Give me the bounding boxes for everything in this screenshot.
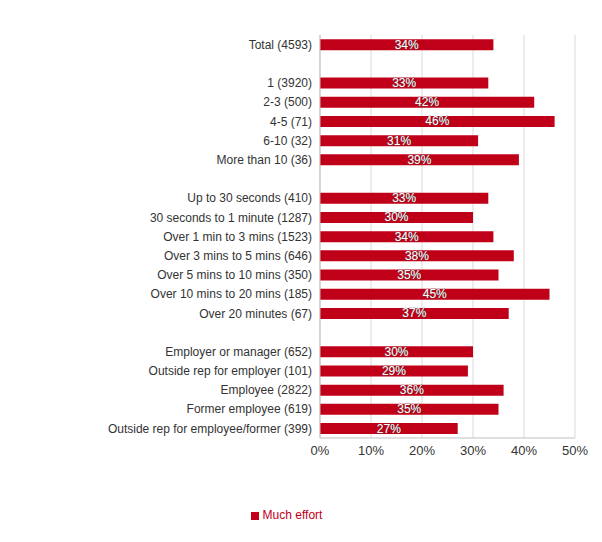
svg-text:Former employee (619): Former employee (619) (187, 402, 312, 416)
svg-text:Employer or manager (652): Employer or manager (652) (165, 345, 312, 359)
svg-text:33%: 33% (392, 76, 416, 90)
svg-text:Over 3 mins to 5 mins (646): Over 3 mins to 5 mins (646) (164, 249, 312, 263)
svg-text:27%: 27% (377, 422, 401, 436)
svg-text:35%: 35% (397, 268, 421, 282)
svg-text:20%: 20% (409, 443, 435, 458)
svg-text:45%: 45% (423, 287, 447, 301)
svg-text:More than 10 (36): More than 10 (36) (217, 153, 312, 167)
svg-text:50%: 50% (562, 443, 588, 458)
svg-text:Over 20 minutes (67): Over 20 minutes (67) (199, 307, 312, 321)
svg-text:34%: 34% (395, 230, 419, 244)
svg-text:1 (3920): 1 (3920) (267, 76, 312, 90)
svg-text:Over 1 min to 3 mins (1523): Over 1 min to 3 mins (1523) (163, 230, 312, 244)
svg-text:6-10 (32): 6-10 (32) (263, 134, 312, 148)
svg-text:0%: 0% (311, 443, 330, 458)
svg-text:10%: 10% (358, 443, 384, 458)
svg-text:30%: 30% (460, 443, 486, 458)
svg-text:4-5 (71): 4-5 (71) (270, 115, 312, 129)
svg-text:36%: 36% (400, 383, 424, 397)
svg-text:29%: 29% (382, 364, 406, 378)
svg-text:46%: 46% (425, 114, 449, 128)
svg-text:39%: 39% (407, 153, 431, 167)
svg-text:33%: 33% (392, 191, 416, 205)
svg-text:Outside rep for employer (101): Outside rep for employer (101) (149, 364, 312, 378)
svg-text:35%: 35% (397, 402, 421, 416)
svg-text:30%: 30% (384, 345, 408, 359)
svg-text:Over 5 mins to 10 mins (350): Over 5 mins to 10 mins (350) (157, 268, 312, 282)
svg-text:40%: 40% (511, 443, 537, 458)
svg-text:38%: 38% (405, 249, 429, 263)
svg-text:Outside rep for employee/forme: Outside rep for employee/former (399) (108, 422, 312, 436)
svg-text:42%: 42% (415, 95, 439, 109)
svg-text:34%: 34% (395, 38, 419, 52)
svg-text:30 seconds to 1 minute (1287): 30 seconds to 1 minute (1287) (150, 211, 312, 225)
svg-text:Over 10 mins to 20 mins (185): Over 10 mins to 20 mins (185) (151, 287, 312, 301)
svg-text:Up to 30 seconds (410): Up to 30 seconds (410) (187, 191, 312, 205)
svg-text:Employee (2822): Employee (2822) (221, 383, 312, 397)
svg-text:2-3 (500): 2-3 (500) (263, 95, 312, 109)
svg-text:31%: 31% (387, 134, 411, 148)
svg-text:Total (4593): Total (4593) (249, 38, 312, 52)
svg-text:37%: 37% (402, 306, 426, 320)
svg-text:30%: 30% (384, 210, 408, 224)
html-text:Much effort: Much effort (262, 508, 323, 522)
